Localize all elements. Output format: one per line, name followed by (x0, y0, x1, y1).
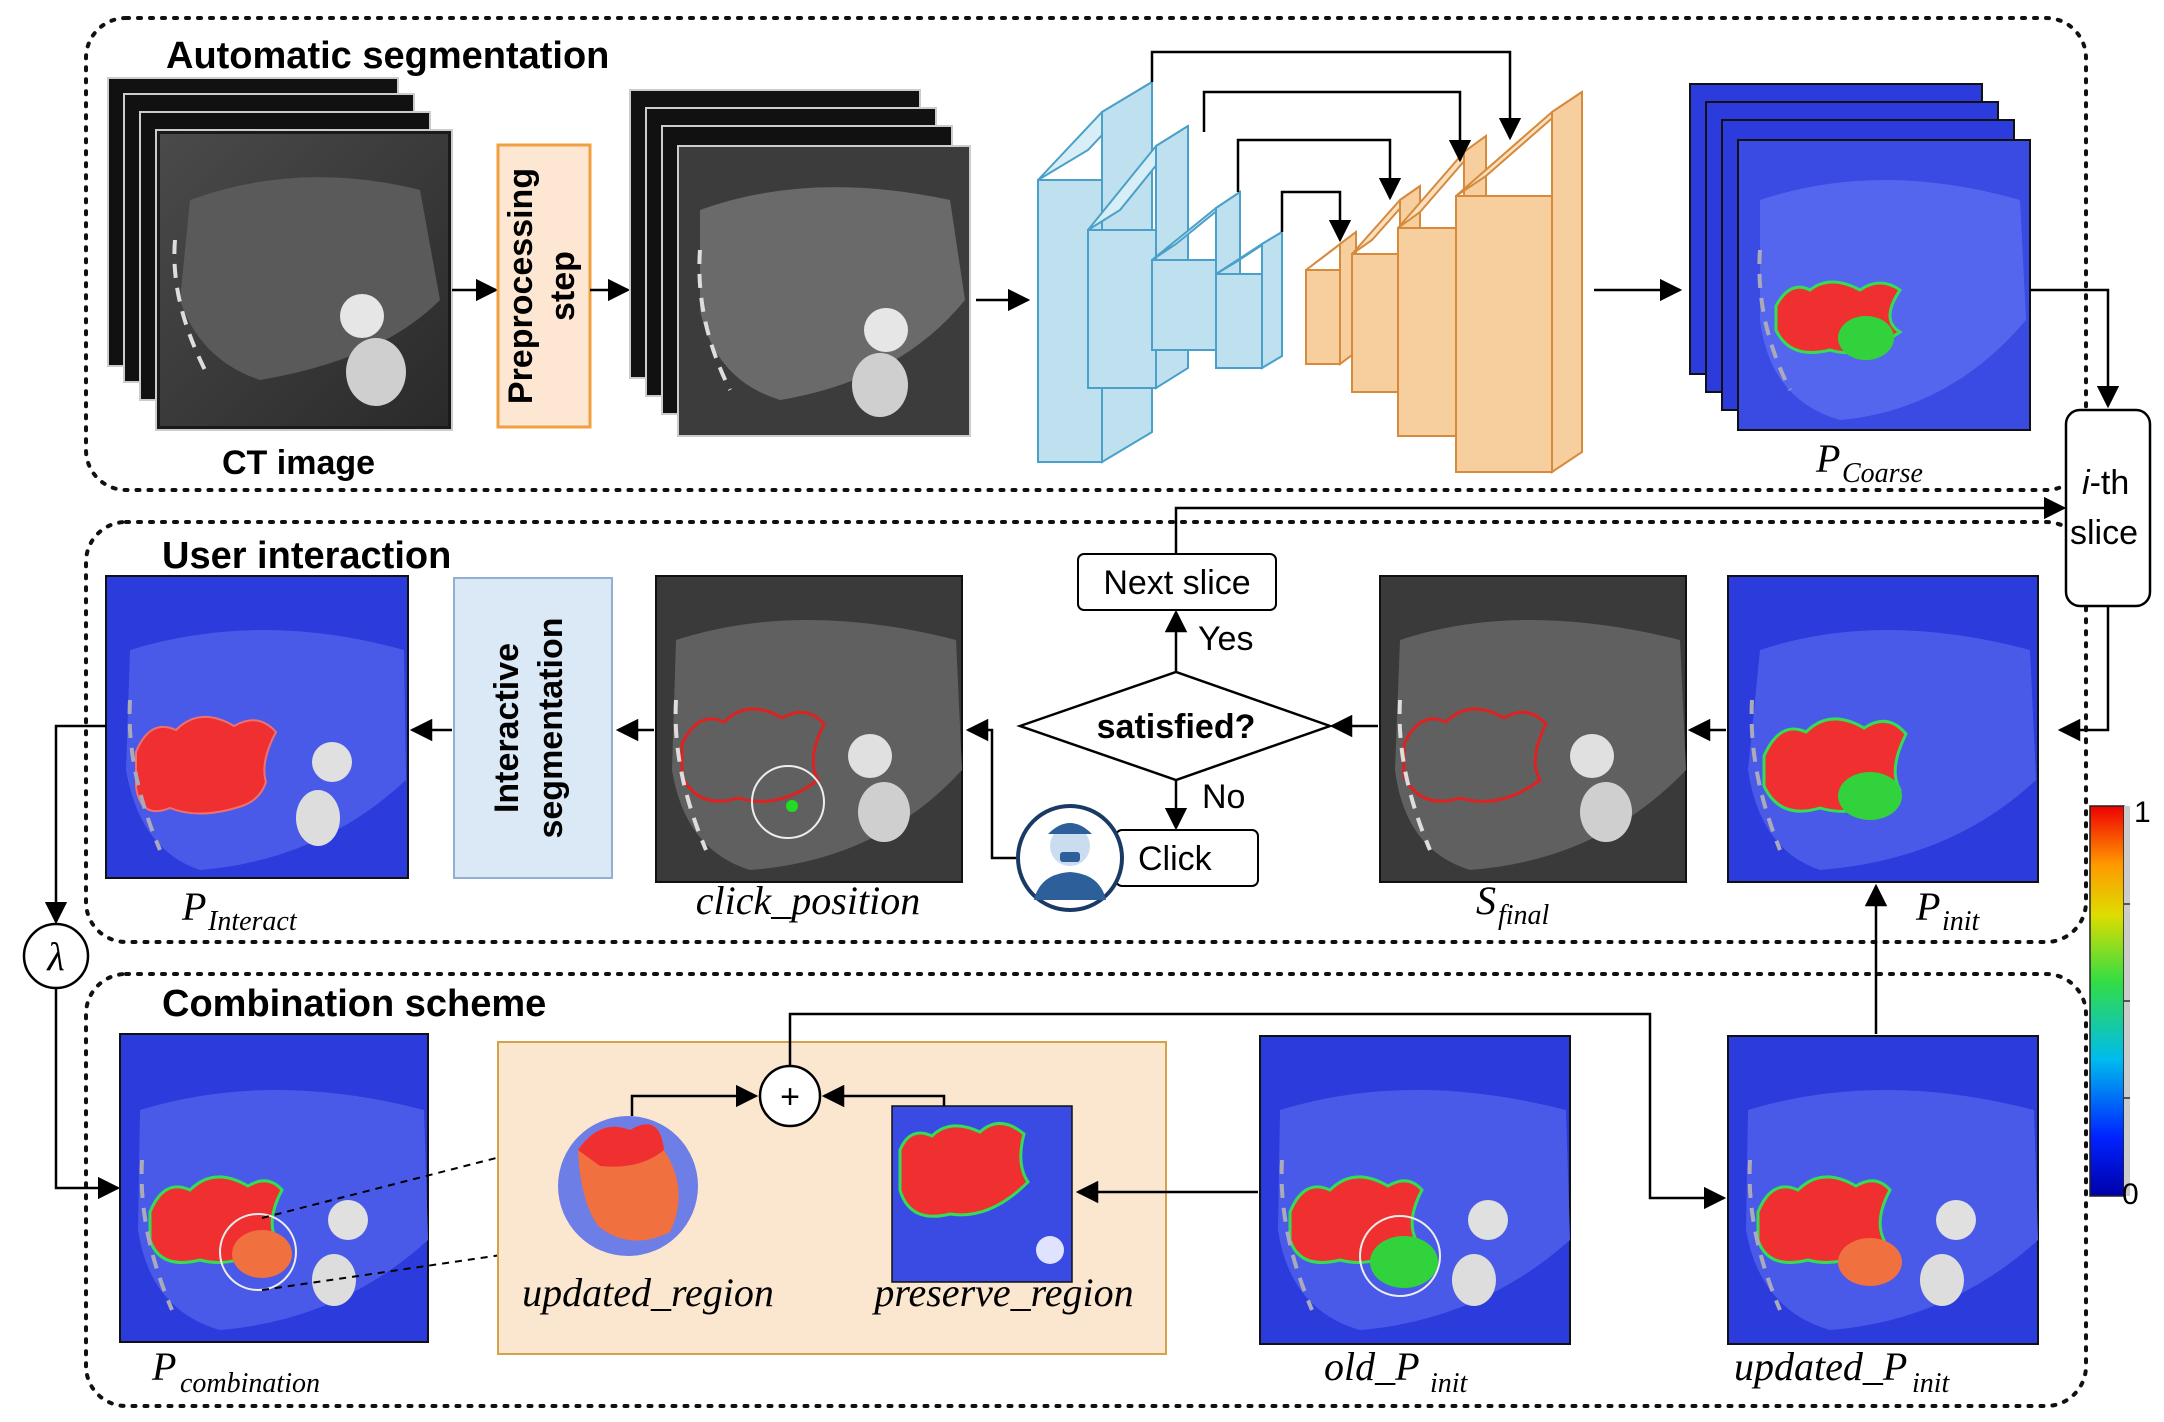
next-slice-box: Next slice (1077, 553, 1277, 611)
ith-slice-label: slice (2070, 514, 2138, 552)
preprocessing-label-line2: step (544, 251, 582, 321)
svg-text:init: init (1430, 1368, 1469, 1399)
plus-node: + (758, 1064, 822, 1128)
p-interact-label: P Interact (181, 884, 298, 937)
unet-decoder (1305, 90, 1583, 474)
p-coarse-stack (1689, 83, 2031, 431)
plus-label: + (780, 1078, 800, 1116)
unet-encoder (1037, 80, 1283, 464)
svg-text:Interact: Interact (207, 906, 298, 937)
updated-p-init-image (1727, 1035, 2039, 1345)
doctor-icon (1016, 804, 1124, 912)
p-coarse-label: P Coarse (1815, 436, 1923, 489)
old-p-init-label: old_P init (1324, 1344, 1469, 1399)
svg-text:combination: combination (180, 1368, 320, 1399)
unet-architecture (1037, 50, 1583, 474)
combination-scheme-frame (84, 972, 2088, 1408)
click-box: Click (1115, 829, 1259, 887)
p-init-label: P init (1915, 884, 1981, 937)
yes-label: Yes (1198, 620, 1253, 658)
s-final-label: S final (1476, 878, 1550, 931)
p-init-image (1727, 575, 2039, 883)
svg-text:final: final (1498, 900, 1550, 931)
colorbar: 1 0 (2089, 796, 2151, 1211)
combination-scheme-title: Combination scheme (162, 983, 546, 1025)
s-final-image (1379, 575, 1687, 883)
p-combination-label: P combination (151, 1344, 320, 1399)
click-position-image (655, 575, 963, 883)
click-position-label: click_position (696, 878, 920, 923)
click-label: Click (1138, 840, 1213, 878)
updated-region-image (558, 1116, 698, 1256)
p-interact-image (105, 575, 409, 879)
ct-image-label: CT image (222, 444, 375, 482)
svg-text:init: init (1942, 906, 1981, 937)
preprocessing-step-box: Preprocessing (496, 143, 592, 429)
ith-slice-box: i-th slice (2064, 408, 2152, 608)
ct-slice-image (160, 134, 448, 426)
automatic-segmentation-frame (84, 16, 2088, 492)
user-interaction-title: User interaction (162, 535, 451, 577)
svg-text:P: P (181, 884, 206, 929)
p-combination-image (119, 1033, 429, 1343)
user-interaction-frame (84, 520, 2088, 944)
svg-text:P: P (1815, 436, 1840, 481)
colorbar-min-label: 0 (2122, 1178, 2139, 1211)
satisfied-decision: satisfied? (1016, 670, 1334, 782)
automatic-segmentation-title: Automatic segmentation (166, 35, 609, 77)
lambda-label: λ (46, 934, 64, 979)
satisfied-label: satisfied? (1097, 708, 1256, 746)
svg-text:init: init (1912, 1368, 1951, 1399)
preserve-region-image (891, 1105, 1073, 1283)
svg-text:updated_P: updated_P (1734, 1344, 1907, 1389)
svg-text:P: P (151, 1344, 176, 1389)
preprocessing-label: Preprocessing (502, 168, 540, 404)
preprocessed-image-stack (629, 89, 971, 437)
interactive-segmentation-box: Interactive segmentation (453, 577, 613, 879)
old-p-init-image (1259, 1035, 1571, 1345)
ct-image-stack (107, 77, 453, 431)
lambda-node: λ (22, 922, 90, 990)
svg-text:i-th: i-th (2082, 464, 2129, 502)
preserve-region-label: preserve_region (871, 1270, 1133, 1315)
next-slice-label: Next slice (1103, 564, 1250, 602)
updated-p-init-label: updated_P init (1734, 1344, 1951, 1399)
svg-text:P: P (1915, 884, 1940, 929)
no-label: No (1202, 778, 1245, 816)
svg-text:Coarse: Coarse (1842, 458, 1923, 489)
updated-region-label: updated_region (522, 1270, 774, 1315)
svg-text:S: S (1476, 878, 1496, 923)
colorbar-max-label: 1 (2134, 796, 2151, 829)
interactive-segmentation-label: Interactive segmentation (488, 617, 570, 838)
svg-text:old_P: old_P (1324, 1344, 1420, 1389)
